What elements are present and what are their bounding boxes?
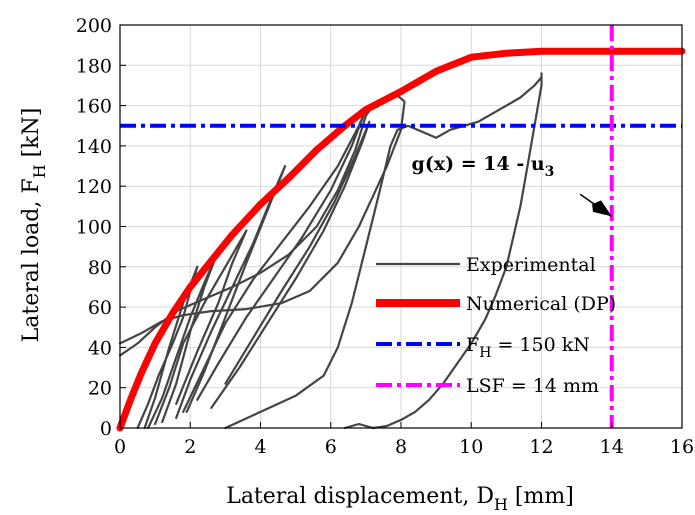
x-axis-title-main: Lateral displacement, D [226, 484, 494, 509]
y-tick-labels: 0 20 40 60 80 100 120 140 160 180 200 [76, 15, 126, 440]
y-tick-label: 0 [100, 418, 112, 440]
x-axis-title-sub: H [494, 495, 508, 514]
plot-lines [116, 25, 686, 432]
legend-label-3: LSF = 14 mm [466, 375, 599, 397]
y-tick-label: 80 [88, 257, 112, 279]
x-tick-label: 2 [184, 436, 196, 458]
y-tick-label: 60 [88, 297, 112, 319]
y-tick-label: 200 [76, 15, 112, 37]
y-tick-label: 140 [76, 136, 112, 158]
y-tick-label: 180 [76, 55, 112, 77]
experimental-curve [118, 104, 374, 357]
x-tick-label: 12 [529, 436, 553, 458]
y-axis-title-unit: [kN] [19, 108, 44, 165]
x-tick-label: 14 [600, 436, 624, 458]
x-axis-title-unit: [mm] [508, 484, 574, 509]
legend-label-0: Experimental [466, 254, 596, 276]
legend-label-2: FH = 150 kN [466, 334, 590, 361]
y-axis-title-sub: H [30, 164, 49, 178]
annotation-label-main: g(x) = 14 - u [412, 153, 545, 175]
y-axis-title: Lateral load, FH [kN] [19, 108, 49, 343]
x-axis-title: Lateral displacement, DH [mm] [226, 484, 574, 514]
experimental-curve [224, 72, 543, 430]
x-tick-labels: 0 2 4 6 8 10 12 14 16 [114, 422, 694, 458]
annotation-label-sub: 3 [545, 164, 555, 180]
experimental-curve [210, 120, 371, 409]
annotation-arrow-head [592, 200, 612, 217]
numerical-dp-curve [116, 47, 686, 432]
x-tick-label: 4 [254, 436, 266, 458]
annotation: g(x) = 14 - u3 [412, 153, 613, 218]
x-tick-label: 8 [395, 436, 407, 458]
x-tick-label: 10 [459, 436, 483, 458]
x-tick-label: 0 [114, 436, 126, 458]
experimental-curve [175, 165, 287, 419]
legend: Experimental Numerical (DP) FH = 150 kN LSF… [376, 254, 616, 397]
x-tick-label: 16 [670, 436, 694, 458]
y-tick-label: 20 [88, 378, 112, 400]
x-tick-label: 6 [325, 436, 337, 458]
legend-label-1: Numerical (DP) [466, 293, 616, 315]
experimental-curve [147, 249, 220, 430]
y-tick-label: 120 [76, 176, 112, 198]
annotation-label: g(x) = 14 - u3 [412, 153, 555, 180]
y-tick-label: 160 [76, 96, 112, 118]
experimental-curve [154, 229, 248, 426]
y-tick-label: 100 [76, 217, 112, 239]
y-axis-title-main: Lateral load, F [19, 178, 44, 342]
y-tick-label: 40 [88, 337, 112, 359]
experimental-curve [182, 108, 367, 413]
